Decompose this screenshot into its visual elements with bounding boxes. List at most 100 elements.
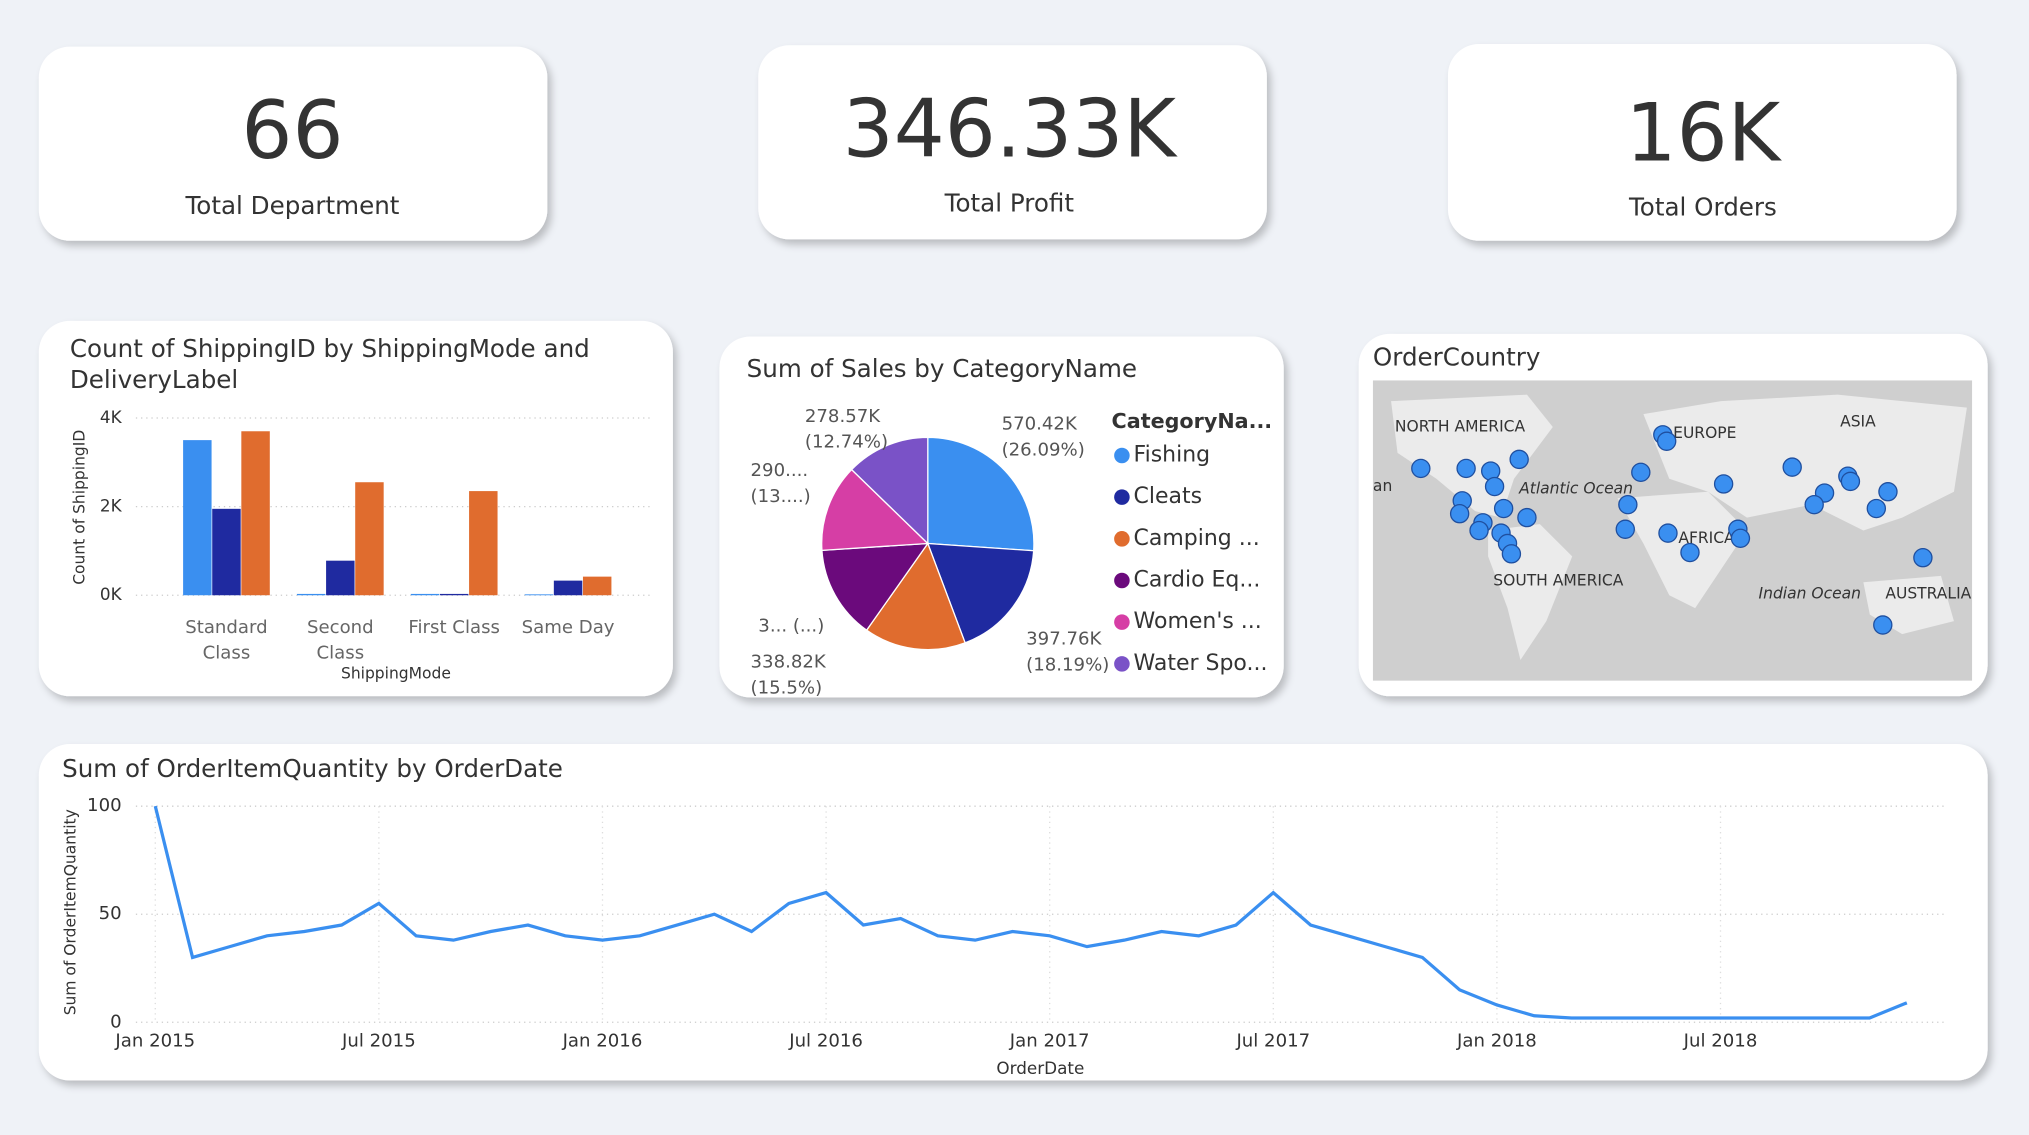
data-label-box: 338.82K (15.5%) bbox=[750, 652, 826, 699]
x-tick-label: Jan 2018 bbox=[1456, 1031, 1537, 1052]
y-tick-label: 2K bbox=[100, 496, 123, 516]
map-point bbox=[1456, 458, 1476, 479]
map-point bbox=[1713, 474, 1734, 494]
chart-title: Count of ShippingID by ShippingMode and … bbox=[69, 335, 590, 395]
line bbox=[153, 805, 1908, 1020]
data-label: 290.... (13....) bbox=[750, 460, 811, 508]
map-label: ASIA bbox=[1840, 412, 1876, 430]
map-point bbox=[1509, 449, 1529, 470]
map-point bbox=[1469, 520, 1489, 541]
pie-slice bbox=[850, 436, 929, 546]
y-tick-label: 0 bbox=[110, 1011, 122, 1032]
bar bbox=[469, 491, 498, 596]
map-point bbox=[1501, 544, 1522, 564]
kpi-value: 16K bbox=[1626, 86, 1783, 179]
x-tick-label-box: Second Class bbox=[306, 617, 374, 664]
panel bbox=[38, 744, 1988, 1081]
data-label: 3... (...) bbox=[758, 615, 823, 637]
legend-marker bbox=[1114, 656, 1130, 672]
bar bbox=[524, 594, 554, 596]
y-tick-label: 100 bbox=[87, 795, 122, 816]
map-label: an bbox=[1373, 477, 1392, 495]
map-point bbox=[1804, 494, 1824, 515]
bar bbox=[296, 593, 326, 596]
x-tick-label: Jan 2016 bbox=[562, 1031, 643, 1052]
kpi-label: Total Profit bbox=[944, 188, 1075, 217]
map-point bbox=[1484, 476, 1505, 497]
x-tick-label: Jan 2017 bbox=[1009, 1031, 1090, 1052]
legend-marker bbox=[1114, 572, 1130, 589]
chart-title: OrderCountry bbox=[1373, 342, 1541, 371]
x-tick-label: Second Class bbox=[306, 617, 374, 664]
x-tick-label: Standard Class bbox=[185, 617, 268, 664]
legend-label: Cardio Eq... bbox=[1134, 567, 1261, 592]
y-tick-label: 0K bbox=[100, 584, 123, 604]
kpi-label: Total Orders bbox=[1628, 192, 1777, 221]
map-point bbox=[1615, 519, 1635, 539]
map-point bbox=[1840, 471, 1861, 492]
bar bbox=[582, 576, 612, 596]
y-axis-title: Count of ShippingID bbox=[71, 430, 89, 585]
map-label: EUROPE bbox=[1673, 424, 1736, 442]
map-point bbox=[1656, 431, 1677, 451]
x-axis-title: OrderDate bbox=[996, 1058, 1084, 1078]
bar bbox=[326, 560, 355, 596]
x-tick-label: Jul 2018 bbox=[1683, 1031, 1758, 1052]
bar bbox=[355, 482, 384, 596]
legend-label: Women's ... bbox=[1134, 609, 1262, 634]
x-tick-label: Jul 2015 bbox=[341, 1031, 416, 1052]
map-point bbox=[1866, 498, 1887, 519]
land bbox=[1391, 394, 1967, 660]
map-point bbox=[1631, 462, 1651, 483]
chart-title-box: Count of ShippingID by ShippingMode and … bbox=[69, 335, 590, 395]
map-point bbox=[1658, 523, 1678, 543]
map-point bbox=[1913, 548, 1933, 568]
pie-slice bbox=[926, 542, 1035, 644]
map-point bbox=[1873, 615, 1893, 635]
x-tick-label-box: Standard Class bbox=[185, 617, 268, 664]
map-label: Indian Ocean bbox=[1759, 584, 1861, 602]
y-tick-label: 50 bbox=[99, 903, 122, 924]
data-label: 338.82K (15.5%) bbox=[750, 652, 826, 699]
bar bbox=[183, 440, 212, 596]
map-label: NORTH AMERICA bbox=[1395, 418, 1526, 436]
kpi-value: 346.33K bbox=[843, 83, 1179, 176]
map-point bbox=[1680, 542, 1700, 563]
bar bbox=[553, 580, 583, 596]
bar bbox=[410, 593, 440, 596]
y-tick-label: 4K bbox=[100, 407, 123, 427]
bar bbox=[439, 593, 469, 596]
x-tick-label: Jul 2016 bbox=[788, 1031, 863, 1052]
map-label: Atlantic Ocean bbox=[1518, 480, 1633, 498]
x-tick-label: Jul 2017 bbox=[1235, 1031, 1310, 1052]
legend-label: Fishing bbox=[1134, 442, 1211, 467]
map-label: AUSTRALIA bbox=[1885, 584, 1971, 602]
map-point bbox=[1449, 504, 1470, 524]
card bbox=[758, 45, 1267, 240]
legend-label: Cleats bbox=[1134, 484, 1203, 509]
pie-slice bbox=[821, 468, 930, 552]
x-tick-label: First Class bbox=[408, 617, 500, 638]
legend-marker bbox=[1114, 531, 1130, 547]
kpi-value: 66 bbox=[241, 84, 343, 177]
pie-slice bbox=[927, 436, 1035, 552]
pie-slice bbox=[865, 542, 966, 651]
bar bbox=[241, 431, 270, 596]
kpi-label: Total Department bbox=[184, 191, 399, 220]
x-tick-label: Jan 2015 bbox=[114, 1031, 195, 1052]
x-axis-title: ShippingMode bbox=[341, 665, 451, 683]
legend-marker bbox=[1114, 614, 1130, 630]
data-label-box: 397.76K (18.19%) bbox=[1026, 629, 1109, 676]
x-tick-label: Same Day bbox=[521, 617, 615, 638]
legend-label: Camping ... bbox=[1134, 526, 1260, 551]
data-label: 570.42K (26.09%) bbox=[1001, 414, 1085, 461]
map-point bbox=[1730, 528, 1751, 549]
map-point bbox=[1493, 498, 1514, 519]
map-point bbox=[1517, 507, 1537, 528]
data-label-box: 3... (...) bbox=[758, 615, 823, 637]
y-axis-title: Sum of OrderItemQuantity bbox=[62, 809, 80, 1015]
data-label: 278.57K (12.74%) bbox=[804, 406, 889, 453]
legend-marker bbox=[1114, 447, 1130, 464]
